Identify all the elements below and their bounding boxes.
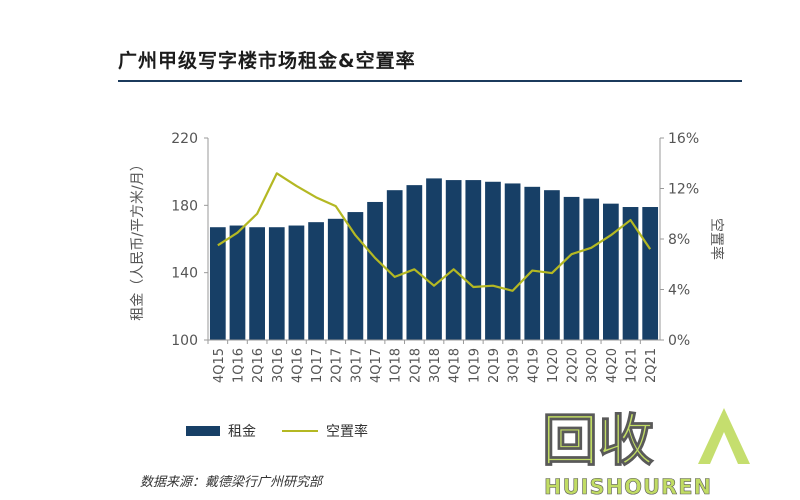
x-tick-label: 1Q17: [310, 348, 325, 383]
x-tick-label: 4Q20: [605, 348, 620, 383]
x-tick-label: 3Q20: [585, 348, 600, 383]
y-tick-label: 220: [171, 131, 198, 147]
line-layer: [217, 172, 652, 292]
bar-1Q21: [622, 207, 639, 340]
watermark-sub-text: HUISHOUREN: [544, 475, 712, 498]
y-right-tick-label: 4%: [668, 283, 690, 299]
bar-4Q18: [445, 180, 462, 340]
x-tick-label: 1Q20: [546, 348, 561, 383]
y-right-axis-title: 空置率: [708, 218, 725, 260]
legend-label-bar: 租金: [228, 424, 256, 440]
watermark-mark-icon: [698, 408, 750, 464]
x-tick-label: 2Q17: [330, 348, 345, 383]
x-tick-label: 3Q16: [271, 348, 286, 383]
source-note: 数据来源：戴德梁行广州研究部: [140, 475, 323, 490]
x-tick-label: 2Q21: [644, 348, 659, 383]
bar-3Q17: [347, 212, 364, 340]
bar-1Q20: [544, 190, 560, 340]
chart-title: 广州甲级写字楼市场租金&空置率: [118, 50, 416, 72]
legend-swatch-bar: [186, 426, 220, 436]
bar-4Q17: [367, 201, 383, 340]
x-tick-label: 4Q19: [526, 348, 541, 383]
watermark-main-text: 回收: [542, 409, 654, 474]
y-tick-label: 180: [171, 198, 198, 214]
legend-label-line: 空置率: [326, 423, 368, 440]
bar-3Q20: [583, 198, 600, 340]
y-right-tick-label: 8%: [668, 232, 690, 248]
bar-2Q18: [406, 185, 423, 340]
x-tick-label: 2Q18: [408, 348, 423, 383]
bar-1Q19: [465, 180, 482, 340]
x-tick-label: 1Q19: [467, 348, 482, 383]
bar-3Q18: [426, 178, 442, 340]
labels-layer: 100 140 180 220 0% 4% 8% 12% 16% 4Q15 1Q16 2Q16 3Q16…: [130, 131, 725, 383]
y-tick-label: 100: [171, 333, 198, 349]
y-right-tick-label: 0%: [668, 333, 690, 349]
x-tick-label: 3Q18: [428, 348, 443, 383]
x-tick-label: 4Q16: [290, 348, 305, 383]
legend: 租金 空置率: [186, 423, 368, 440]
bar-2Q19: [485, 181, 501, 340]
y-axis-title: 租金（人民币/平方米/月）: [130, 157, 146, 320]
x-tick-label: 2Q16: [251, 348, 266, 383]
x-tick-label: 1Q16: [231, 348, 246, 383]
x-tick-label: 1Q18: [389, 348, 404, 383]
y-right-tick-label: 16%: [668, 131, 699, 147]
bar-2Q16: [249, 227, 265, 340]
y-tick-label: 140: [171, 266, 198, 282]
bar-4Q19: [524, 186, 541, 340]
bar-3Q16: [268, 227, 285, 340]
bars-layer: [209, 178, 659, 340]
bar-1Q16: [229, 225, 246, 340]
bar-3Q19: [504, 183, 521, 340]
x-tick-label: 3Q19: [507, 348, 522, 383]
x-tick-label: 2Q20: [566, 348, 581, 383]
bar-4Q15: [209, 227, 226, 340]
y-right-tick-label: 12%: [668, 182, 699, 198]
title-divider: [118, 80, 742, 82]
x-tick-label: 3Q17: [349, 348, 364, 383]
x-tick-label: 2Q19: [487, 348, 502, 383]
bar-4Q20: [603, 203, 619, 340]
bar-2Q21: [642, 207, 659, 340]
bar-2Q17: [327, 218, 344, 340]
bar-4Q16: [288, 225, 305, 340]
axes-layer: [204, 137, 664, 344]
x-tick-label: 4Q18: [448, 348, 463, 383]
x-tick-label: 4Q17: [369, 348, 384, 383]
bar-2Q20: [563, 196, 580, 340]
bar-1Q17: [308, 222, 324, 340]
x-tick-label: 1Q21: [625, 348, 640, 383]
bar-1Q18: [386, 190, 403, 340]
x-tick-label: 4Q15: [212, 348, 227, 383]
watermark-logo: 回收 HUISHOUREN: [542, 408, 750, 498]
